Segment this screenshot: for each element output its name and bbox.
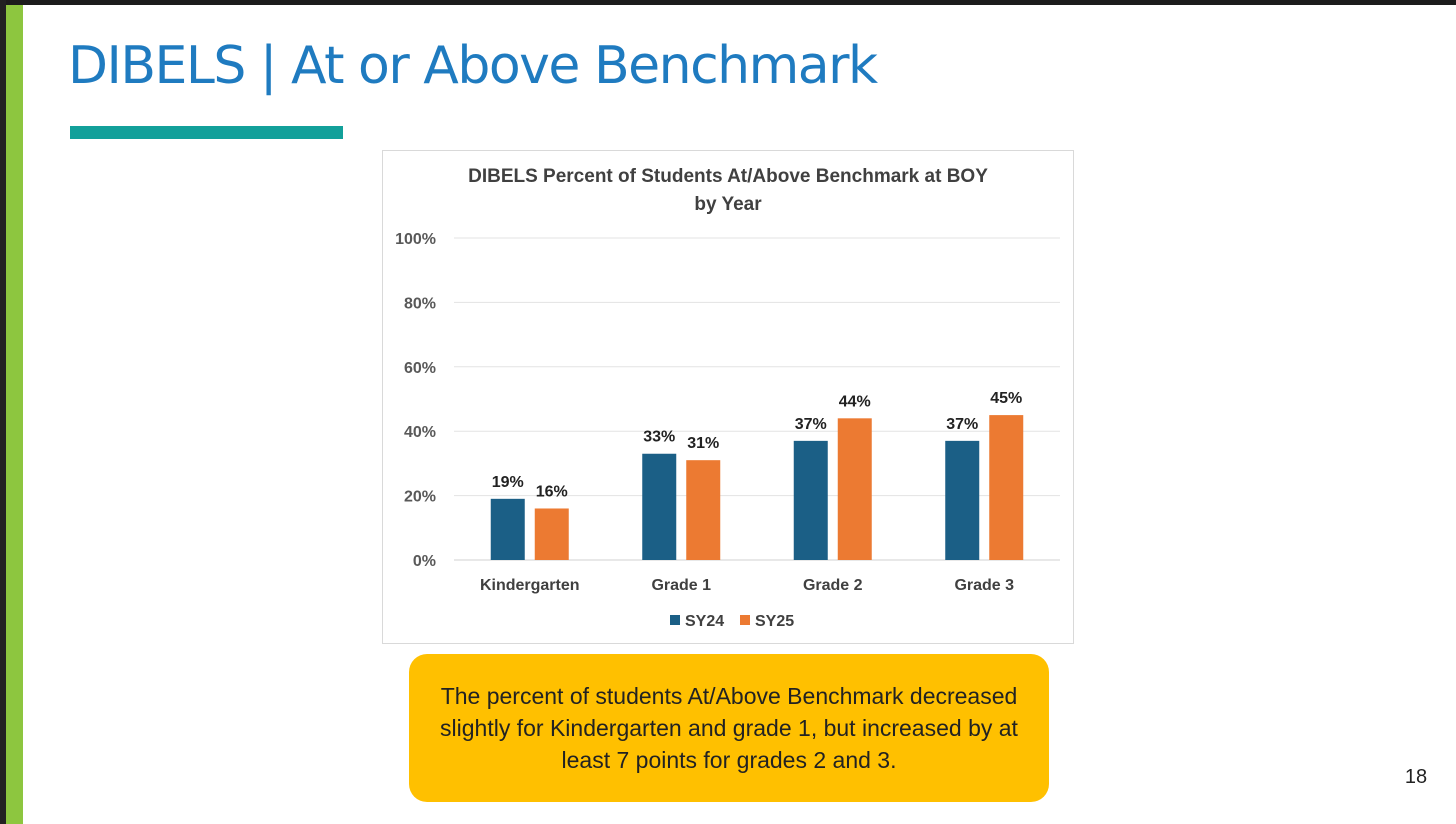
data-label: 19% [492, 474, 524, 491]
bar [837, 418, 872, 560]
data-label: 33% [643, 429, 675, 446]
legend-swatch [740, 615, 750, 625]
y-tick-label: 80% [404, 295, 436, 312]
x-tick-label: Grade 2 [803, 577, 863, 594]
bar [945, 440, 980, 560]
y-tick-label: 40% [404, 424, 436, 441]
x-tick-label: Grade 1 [651, 577, 711, 594]
bar [793, 440, 828, 560]
left-edge [0, 0, 6, 824]
y-axis-ticks: 0% 20% 40% 60% 80% 100% [395, 231, 436, 570]
data-label: 37% [795, 416, 827, 433]
x-axis-ticks: Kindergarten Grade 1 Grade 2 Grade 3 [480, 577, 1014, 594]
bar [686, 460, 721, 560]
callout-text: The percent of students At/Above Benchma… [440, 683, 1018, 773]
legend: SY24 SY25 [670, 613, 794, 630]
legend-label: SY24 [685, 613, 724, 630]
data-label: 16% [536, 483, 568, 500]
data-label: 44% [839, 393, 871, 410]
chart-title-line-2: by Year [694, 194, 762, 215]
y-tick-label: 0% [413, 553, 436, 570]
chart-title: DIBELS Percent of Students At/Above Benc… [382, 163, 1074, 219]
x-tick-label: Kindergarten [480, 577, 580, 594]
data-label: 45% [990, 390, 1022, 407]
chart-frame [382, 150, 1074, 644]
left-accent-bar [6, 5, 23, 824]
bar [989, 415, 1024, 560]
bars [490, 415, 1024, 560]
title-underline [70, 126, 343, 139]
data-label: 31% [687, 435, 719, 452]
callout-box: The percent of students At/Above Benchma… [409, 654, 1049, 802]
slide-title: DIBELS | At or Above Benchmark [68, 36, 878, 96]
legend-swatch [670, 615, 680, 625]
bar [642, 453, 677, 560]
bar [490, 498, 525, 560]
page-number: 18 [1404, 766, 1428, 788]
y-tick-label: 60% [404, 360, 436, 377]
legend-label: SY25 [755, 613, 794, 630]
bar [534, 508, 569, 560]
chart-title-line-1: DIBELS Percent of Students At/Above Benc… [468, 166, 988, 187]
x-tick-label: Grade 3 [954, 577, 1014, 594]
y-tick-label: 100% [395, 231, 436, 248]
data-labels: 19% 16% 33% 31% 37% 44% 37% 45% [492, 390, 1023, 500]
top-border [0, 0, 1456, 5]
data-label: 37% [946, 416, 978, 433]
y-tick-label: 20% [404, 489, 436, 506]
